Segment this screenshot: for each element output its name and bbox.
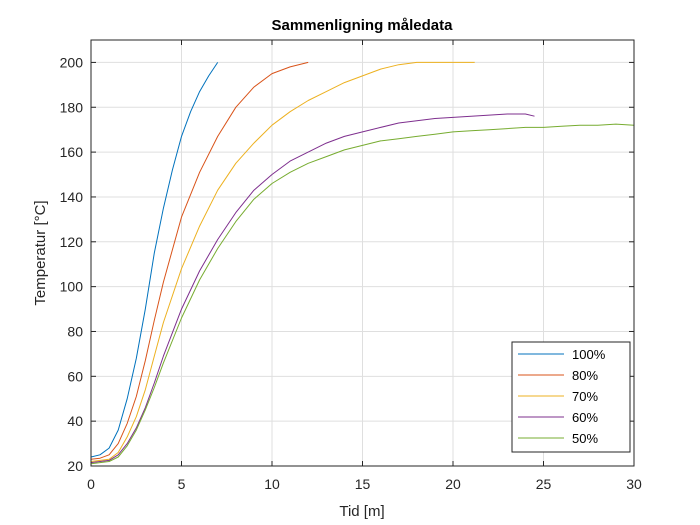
y-tick-label: 120 <box>60 234 84 250</box>
series-layer <box>90 61 635 465</box>
y-tick-label: 100 <box>60 279 84 295</box>
x-tick-label: 30 <box>626 476 642 492</box>
legend-label-80: 80% <box>572 368 598 383</box>
x-tick-label: 0 <box>87 476 95 492</box>
y-axis-label: Temperatur [°C] <box>32 200 49 305</box>
legend-label-60: 60% <box>572 410 598 425</box>
y-tick-label: 180 <box>60 99 84 115</box>
series-line-100 <box>90 62 219 458</box>
tick-labels: 0 5 10 15 20 25 30 20 40 60 80 100 120 140 160 180 200 <box>60 54 642 492</box>
legend-box <box>511 341 631 453</box>
legend-label-70: 70% <box>572 389 598 404</box>
series-line-80 <box>90 61 309 460</box>
x-tick-label: 25 <box>536 476 552 492</box>
y-tick-label: 140 <box>60 189 84 205</box>
y-tick-label: 60 <box>67 368 83 384</box>
x-tick-label: 10 <box>264 476 280 492</box>
chart-title: Sammenligning måledata <box>272 17 454 34</box>
y-tick-label: 40 <box>67 413 83 429</box>
series-line-50 <box>90 123 635 465</box>
x-axis-label: Tid [m] <box>339 503 384 520</box>
x-tick-label: 20 <box>445 476 461 492</box>
y-tick-label: 80 <box>67 323 83 339</box>
ticks <box>90 40 635 467</box>
series-line-70 <box>90 61 475 462</box>
y-tick-label: 20 <box>67 458 83 474</box>
y-tick-label: 200 <box>60 54 84 70</box>
series-line-60 <box>90 113 535 464</box>
x-tick-label: 15 <box>355 476 371 492</box>
legend-label-50: 50% <box>572 431 598 446</box>
y-tick-label: 160 <box>60 144 84 160</box>
legend-label-100: 100% <box>572 347 606 362</box>
x-tick-label: 5 <box>178 476 186 492</box>
legend: 100% 80% 70% 60% 50% <box>511 341 631 453</box>
